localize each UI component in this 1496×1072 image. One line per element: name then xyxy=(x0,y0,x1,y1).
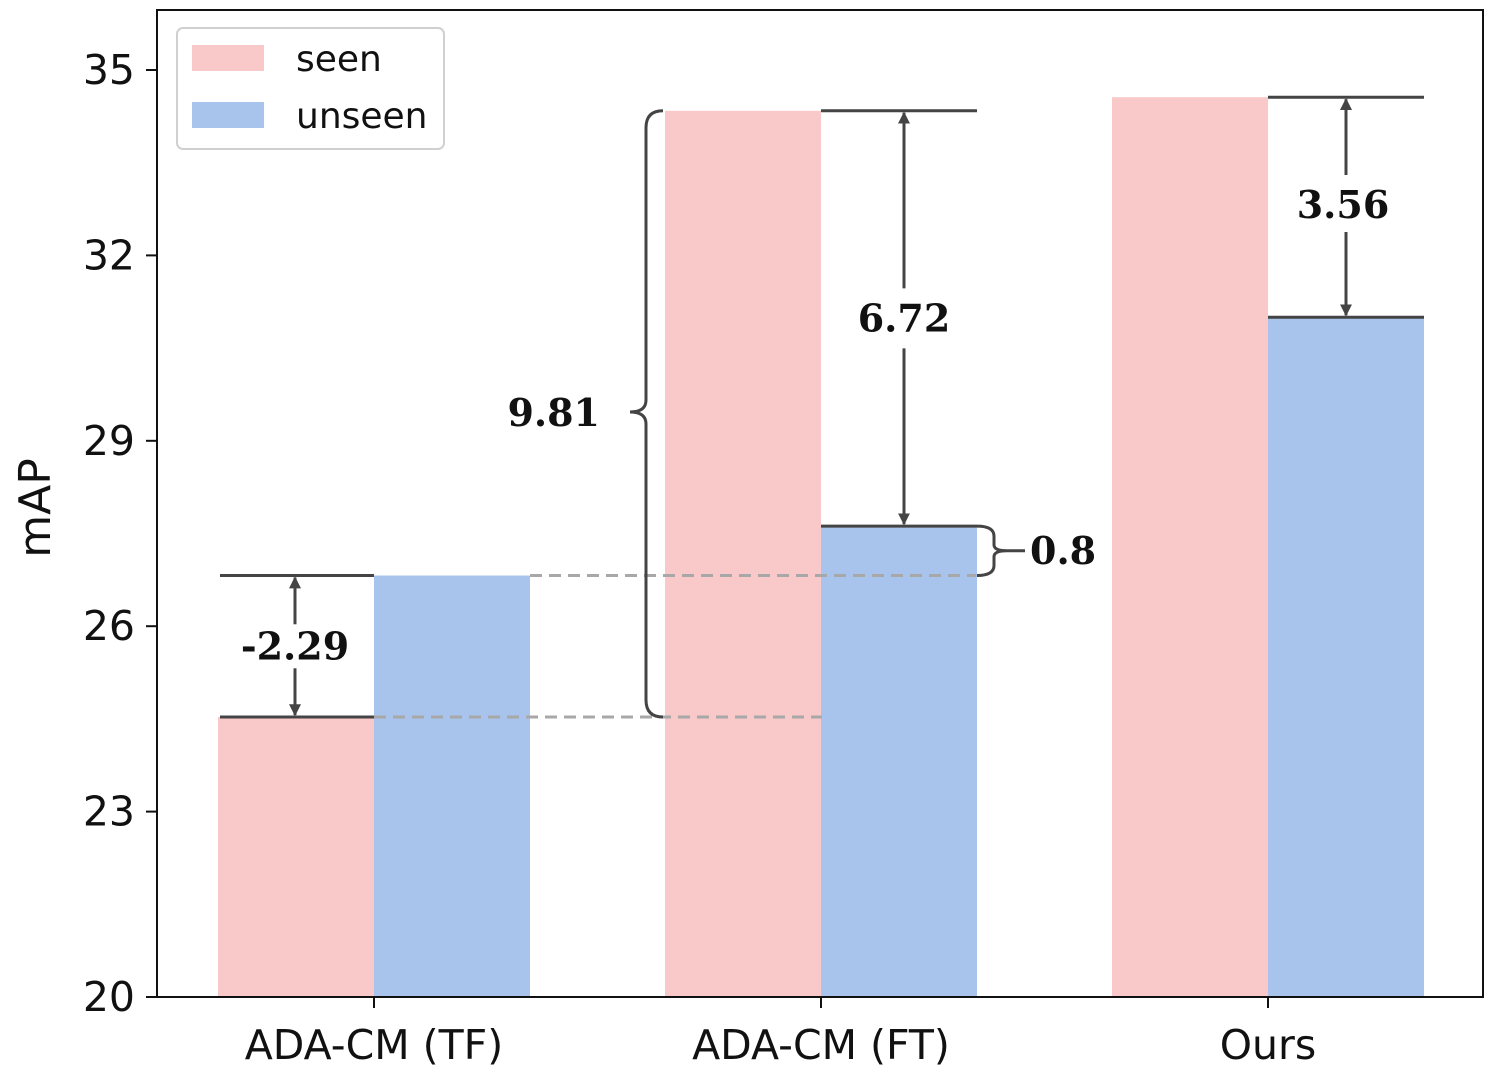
y-axis: 20 23 26 29 32 35 xyxy=(83,46,157,1021)
bar-unseen xyxy=(1268,317,1424,997)
legend: seen unseen xyxy=(176,27,445,150)
y-tick-label: 35 xyxy=(83,46,135,94)
y-axis-title: mAP xyxy=(10,458,61,558)
seen-gain-brace xyxy=(629,109,664,719)
y-tick-label: 20 xyxy=(83,973,135,1021)
x-tick-label: ADA-CM (FT) xyxy=(692,1021,950,1069)
x-axis: ADA-CM (TF) ADA-CM (FT) Ours xyxy=(245,997,1316,1069)
tf-gap-label: -2.29 xyxy=(241,623,349,668)
unseen-gain-label: 0.8 xyxy=(1030,528,1096,573)
bars-group xyxy=(218,97,1424,997)
legend-swatch-unseen xyxy=(192,102,264,128)
y-tick-label: 32 xyxy=(83,231,135,279)
bar-seen xyxy=(665,110,821,997)
x-tick-label: ADA-CM (TF) xyxy=(245,1021,504,1069)
y-tick-label: 29 xyxy=(83,417,135,465)
legend-label-unseen: unseen xyxy=(296,96,428,137)
legend-label-seen: seen xyxy=(296,39,382,80)
bar-seen xyxy=(218,717,374,997)
unseen-gain-brace xyxy=(976,524,1008,578)
seen-gain-label: 9.81 xyxy=(507,390,600,435)
ft-gap-label: 6.72 xyxy=(858,295,951,340)
y-tick-label: 23 xyxy=(83,788,135,836)
bar-unseen xyxy=(374,575,530,997)
bar-unseen xyxy=(821,526,977,997)
legend-swatch-seen xyxy=(192,45,264,71)
y-tick-label: 26 xyxy=(83,602,135,650)
x-tick-label: Ours xyxy=(1220,1021,1316,1069)
bar-seen xyxy=(1112,97,1268,997)
ours-gap-label: 3.56 xyxy=(1297,182,1390,227)
annotations-group: -2.29 6.72 9.81 0.8 3.56 xyxy=(220,95,1424,719)
